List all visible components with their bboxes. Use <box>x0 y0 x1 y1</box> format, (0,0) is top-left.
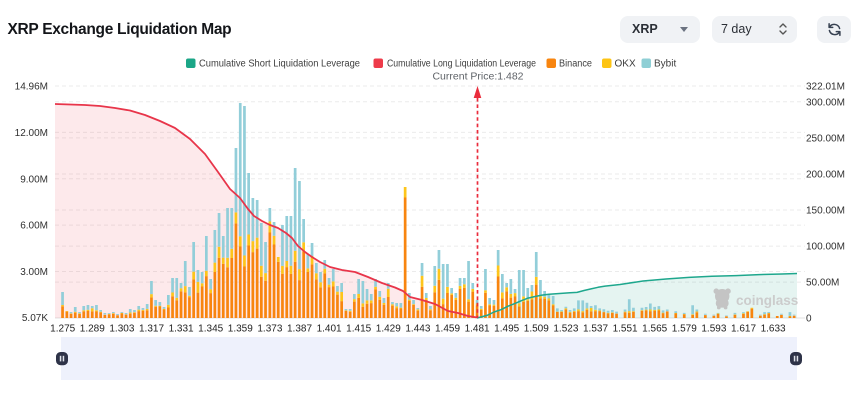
svg-text:322.01M: 322.01M <box>806 82 845 93</box>
svg-text:1.415: 1.415 <box>346 324 371 335</box>
svg-text:1.359: 1.359 <box>228 324 253 335</box>
svg-text:OKX: OKX <box>615 59 636 70</box>
svg-text:1.551: 1.551 <box>613 324 638 335</box>
svg-text:14.96M: 14.96M <box>15 82 48 93</box>
svg-text:1.633: 1.633 <box>761 324 786 335</box>
svg-text:1.523: 1.523 <box>553 324 578 335</box>
svg-text:50.00M: 50.00M <box>806 278 839 289</box>
svg-text:1.565: 1.565 <box>642 324 667 335</box>
svg-text:coinglass: coinglass <box>736 293 798 308</box>
svg-text:1.579: 1.579 <box>672 324 697 335</box>
svg-text:1.289: 1.289 <box>80 324 105 335</box>
svg-text:1.317: 1.317 <box>139 324 164 335</box>
svg-text:12.00M: 12.00M <box>15 128 48 139</box>
svg-text:1.459: 1.459 <box>435 324 460 335</box>
svg-text:300.00M: 300.00M <box>806 97 845 108</box>
svg-text:250.00M: 250.00M <box>806 133 845 144</box>
svg-text:1.481: 1.481 <box>465 324 490 335</box>
svg-text:Cumulative Short Liquidation L: Cumulative Short Liquidation Leverage <box>199 59 360 70</box>
svg-text:1.429: 1.429 <box>376 324 401 335</box>
svg-text:150.00M: 150.00M <box>806 206 845 217</box>
svg-text:3.00M: 3.00M <box>20 267 48 278</box>
svg-text:1.617: 1.617 <box>731 324 756 335</box>
svg-text:1.387: 1.387 <box>287 324 312 335</box>
svg-text:9.00M: 9.00M <box>20 174 48 185</box>
svg-text:Binance: Binance <box>559 59 592 70</box>
svg-text:1.401: 1.401 <box>317 324 342 335</box>
svg-text:Current Price:1.482: Current Price:1.482 <box>432 71 523 83</box>
svg-text:1.443: 1.443 <box>405 324 430 335</box>
svg-text:1.593: 1.593 <box>701 324 726 335</box>
svg-text:1.495: 1.495 <box>494 324 519 335</box>
svg-text:6.00M: 6.00M <box>20 221 48 232</box>
svg-text:Bybit: Bybit <box>654 59 676 70</box>
svg-text:1.537: 1.537 <box>583 324 608 335</box>
svg-text:200.00M: 200.00M <box>806 170 845 181</box>
svg-text:1.331: 1.331 <box>169 324 194 335</box>
svg-text:1.303: 1.303 <box>109 324 134 335</box>
svg-text:1.275: 1.275 <box>50 324 75 335</box>
svg-text:100.00M: 100.00M <box>806 242 845 253</box>
svg-text:Cumulative Long Liquidation Le: Cumulative Long Liquidation Leverage <box>387 59 536 70</box>
svg-text:1.509: 1.509 <box>524 324 549 335</box>
svg-text:1.345: 1.345 <box>198 324 223 335</box>
svg-text:1.373: 1.373 <box>257 324 282 335</box>
svg-text:5.07K: 5.07K <box>22 313 48 324</box>
svg-text:0: 0 <box>806 314 812 325</box>
